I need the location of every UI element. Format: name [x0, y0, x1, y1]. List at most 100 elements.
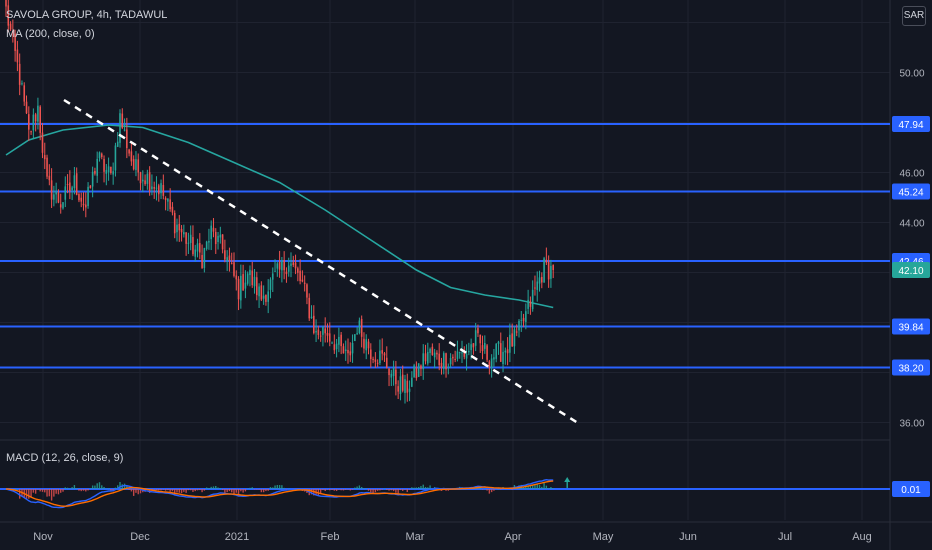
- macd-histogram-bar: [169, 489, 171, 492]
- macd-histogram-bar: [358, 485, 361, 489]
- candle-body: [438, 353, 440, 366]
- candle-body: [449, 358, 452, 365]
- macd-histogram-bar: [73, 485, 76, 489]
- candle-body: [155, 187, 158, 189]
- macd-histogram-bar: [249, 487, 251, 489]
- candle-body: [176, 224, 178, 233]
- candle-body: [171, 206, 174, 213]
- y-axis-tick: 44.00: [899, 219, 924, 230]
- candle-body: [374, 359, 377, 362]
- macd-indicator-label[interactable]: MACD (12, 26, close, 9): [6, 452, 124, 464]
- candle-body: [9, 23, 12, 30]
- macd-histogram-bar: [538, 484, 541, 489]
- ma-indicator-label[interactable]: MA (200, close, 0): [6, 28, 95, 40]
- macd-histogram-bar: [160, 489, 162, 491]
- time-axis[interactable]: Nov Dec 2021 Feb Mar Apr May Jun Jul Aug: [33, 531, 872, 543]
- macd-histogram-bar: [224, 489, 226, 494]
- macd-histogram-bar: [64, 487, 66, 489]
- macd-histogram-bar: [392, 489, 395, 492]
- macd-histogram-bar: [205, 487, 208, 489]
- macd-histogram-bar: [488, 489, 491, 494]
- macd-histogram-bar: [107, 488, 110, 489]
- macd-histogram-bar: [411, 487, 413, 489]
- macd-histogram-bar: [75, 488, 78, 489]
- macd-histogram-bar: [536, 484, 538, 489]
- candle-body: [488, 361, 491, 368]
- candle-body: [212, 227, 215, 232]
- macd-histogram-bar: [429, 485, 431, 489]
- horizontal-price-levels[interactable]: [0, 123, 890, 369]
- currency-button[interactable]: SAR: [902, 6, 926, 26]
- macd-pane: [0, 477, 890, 509]
- macd-histogram-bar: [356, 486, 358, 489]
- candle-body: [160, 183, 162, 194]
- candle-body: [433, 352, 436, 358]
- macd-histogram-bar: [217, 487, 219, 489]
- candle-body: [347, 349, 349, 354]
- candle-body: [290, 263, 292, 266]
- candle-body: [135, 159, 137, 171]
- candle-body: [401, 374, 404, 391]
- candle-body: [148, 172, 151, 191]
- price-axis[interactable]: 36.00 44.00 46.00 50.00: [899, 69, 924, 430]
- candle-body: [121, 113, 124, 129]
- candle-body: [208, 241, 210, 243]
- candle-body: [66, 184, 69, 186]
- candle-body: [306, 284, 308, 298]
- macd-histogram-bar: [91, 485, 94, 489]
- candle-body: [344, 349, 347, 351]
- candle-body: [424, 353, 427, 362]
- macd-histogram-bar: [105, 488, 108, 490]
- candle-body: [310, 316, 313, 319]
- y-axis-tick: 50.00: [899, 69, 924, 80]
- candle-body: [16, 49, 19, 63]
- symbol-title[interactable]: SAVOLA GROUP, 4h, TADAWUL: [6, 9, 168, 21]
- x-axis-label: Feb: [321, 531, 340, 543]
- x-axis-label: Mar: [406, 531, 425, 543]
- macd-histogram-bar: [374, 489, 377, 493]
- candle-body: [349, 351, 352, 356]
- candle-body: [440, 362, 443, 368]
- candle-body: [285, 271, 288, 275]
- candle-body: [235, 275, 238, 280]
- trendline-dashed[interactable]: [63, 98, 578, 424]
- candle-body: [445, 353, 447, 370]
- candle-body: [477, 328, 479, 334]
- candle-body: [545, 259, 548, 263]
- candle-body: [509, 334, 511, 353]
- macd-histogram-bar: [324, 489, 326, 492]
- x-axis-label: Dec: [130, 531, 150, 543]
- candle-body: [283, 259, 285, 271]
- macd-histogram-bar: [260, 489, 263, 493]
- candle-body: [98, 152, 101, 159]
- macd-histogram-bar: [347, 489, 349, 490]
- macd-histogram-bar: [545, 485, 548, 489]
- candle-body: [194, 249, 197, 257]
- macd-histogram-bar: [208, 487, 210, 489]
- candle-body: [30, 131, 32, 133]
- candle-body: [367, 341, 370, 349]
- candle-body: [399, 376, 402, 394]
- candle-body: [463, 350, 466, 357]
- candle-body: [157, 185, 160, 195]
- candle-body: [326, 333, 329, 336]
- candle-body: [251, 270, 254, 286]
- candle-body: [497, 341, 500, 344]
- candle-body: [431, 346, 434, 355]
- candle-body: [454, 358, 456, 360]
- macd-histogram-bar: [278, 485, 281, 489]
- price-badge: [892, 183, 930, 200]
- macd-histogram-bar: [18, 489, 21, 499]
- candle-body: [196, 243, 199, 252]
- price-badge: [892, 262, 930, 278]
- macd-histogram-bar: [53, 489, 55, 497]
- macd-histogram-bar: [14, 489, 16, 490]
- candle-body: [504, 350, 507, 353]
- candle-body: [292, 262, 295, 266]
- macd-histogram-bar: [94, 485, 96, 489]
- y-axis-tick: 36.00: [899, 419, 924, 430]
- macd-histogram-bar: [158, 489, 160, 491]
- macd-histogram-bar: [164, 489, 167, 491]
- candle-body: [205, 241, 208, 249]
